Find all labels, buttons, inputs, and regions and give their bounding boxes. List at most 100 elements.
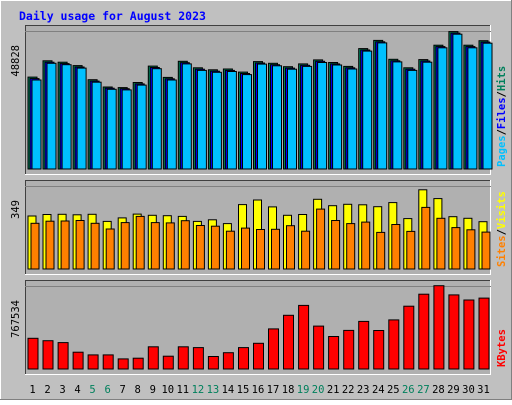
bar-pages-day-31: [482, 42, 493, 170]
bar-pages-day-15: [242, 74, 252, 170]
bar-pages-day-16: [257, 63, 267, 170]
bar-pages-day-23: [362, 50, 373, 170]
bar-sites-day-7: [120, 222, 130, 270]
bar-kbytes-day-22: [343, 329, 355, 370]
day-label-15: 15: [237, 384, 250, 396]
day-label-12: 12: [192, 384, 205, 396]
bar-sites-day-9: [150, 222, 160, 270]
bar-pages-day-19: [302, 65, 313, 170]
bar-pages-day-25: [392, 61, 403, 170]
legend-pages: Pages: [496, 135, 508, 167]
day-label-13: 13: [207, 384, 220, 396]
bar-sites-day-19: [301, 230, 311, 270]
bar-kbytes-day-2: [42, 340, 54, 370]
bar-kbytes-day-17: [268, 328, 279, 370]
bar-kbytes-day-8: [132, 357, 144, 370]
bar-kbytes-day-19: [298, 304, 310, 370]
day-label-3: 3: [59, 384, 65, 396]
bar-pages-day-8: [136, 84, 147, 170]
bar-kbytes-day-3: [57, 342, 69, 370]
day-label-30: 30: [462, 384, 475, 396]
bar-kbytes-day-18: [283, 314, 294, 370]
bar-kbytes-day-24: [373, 330, 385, 370]
bar-kbytes-day-12: [192, 347, 204, 370]
bar-sites-day-16: [256, 229, 265, 270]
bar-pages-day-5: [91, 81, 102, 170]
legend-visits: Visits: [496, 191, 508, 229]
bar-pages-day-26: [407, 69, 418, 170]
bar-pages-day-21: [332, 64, 343, 170]
bar-pages-day-13: [211, 71, 222, 170]
bar-pages-day-24: [377, 42, 388, 170]
max-value-label: 767534: [10, 300, 22, 338]
bar-sites-day-30: [466, 229, 476, 270]
series-legend: Pages/Files/Hits: [496, 66, 508, 167]
bar-kbytes-day-10: [162, 355, 174, 370]
bar-pages-day-3: [61, 64, 72, 170]
bar-kbytes-day-29: [448, 294, 460, 370]
bar-kbytes-day-6: [102, 354, 114, 370]
bar-pages-day-9: [151, 68, 162, 170]
bar-kbytes-day-14: [222, 352, 234, 370]
day-label-10: 10: [161, 384, 174, 396]
bar-sites-day-25: [391, 224, 401, 270]
legend-kbytes: KBytes: [496, 329, 508, 367]
chart-title: Daily usage for August 2023: [19, 9, 206, 23]
bar-pages-day-28: [437, 47, 448, 170]
max-value-label: 349: [10, 200, 22, 219]
bar-kbytes-day-28: [433, 285, 445, 370]
legend-separator: /: [496, 229, 508, 235]
legend-hits: Hits: [496, 66, 508, 91]
bar-kbytes-day-20: [313, 325, 325, 370]
bar-sites-day-6: [105, 228, 115, 270]
bar-sites-day-17: [271, 228, 280, 270]
bar-pages-day-12: [196, 69, 207, 170]
day-label-1: 1: [29, 384, 35, 396]
bar-kbytes-day-13: [207, 356, 219, 370]
bar-pages-day-18: [287, 68, 297, 170]
bar-kbytes-day-21: [328, 336, 340, 370]
bar-kbytes-day-9: [147, 346, 159, 370]
day-label-16: 16: [252, 384, 265, 396]
day-label-31: 31: [477, 384, 490, 396]
bar-kbytes-day-27: [418, 293, 430, 370]
bar-kbytes-day-25: [388, 319, 400, 370]
bar-sites-day-28: [436, 217, 446, 270]
day-label-25: 25: [387, 384, 400, 396]
bar-pages-day-27: [422, 61, 433, 170]
bar-pages-day-1: [31, 79, 42, 170]
day-label-22: 22: [342, 384, 355, 396]
bar-sites-day-12: [195, 225, 205, 270]
bar-sites-day-3: [60, 220, 70, 270]
panel-visits-sites: 349 Sites/Visits: [10, 180, 508, 275]
legend-sites: Sites: [496, 235, 508, 267]
day-label-19: 19: [297, 384, 310, 396]
day-label-14: 14: [222, 384, 235, 396]
bar-pages-day-10: [166, 79, 177, 170]
bar-kbytes-day-4: [72, 351, 84, 370]
day-label-29: 29: [447, 384, 460, 396]
bar-kbytes-day-16: [253, 342, 264, 370]
bar-sites-day-20: [316, 208, 326, 270]
bar-pages-day-4: [76, 67, 87, 170]
day-label-4: 4: [74, 384, 80, 396]
day-label-20: 20: [312, 384, 325, 396]
bar-kbytes-day-31: [478, 297, 490, 370]
bar-sites-day-2: [45, 220, 55, 270]
day-label-2: 2: [44, 384, 50, 396]
bar-pages-day-30: [467, 47, 478, 170]
bar-sites-day-15: [241, 227, 250, 270]
day-label-23: 23: [357, 384, 370, 396]
bar-kbytes-day-1: [27, 337, 39, 370]
bar-sites-day-14: [225, 230, 235, 270]
bar-kbytes-day-23: [358, 320, 370, 370]
bar-sites-day-13: [210, 225, 220, 270]
day-label-18: 18: [282, 384, 295, 396]
bar-sites-day-4: [75, 220, 85, 270]
day-label-24: 24: [372, 384, 385, 396]
bar-sites-day-24: [376, 231, 386, 270]
x-axis-day-labels: 1 2 3 4 5 6 7 8 9 10 11 12 13 14 15 16 17 18 19 20 21 22 23 24 2…: [29, 384, 489, 396]
bar-sites-day-29: [451, 227, 461, 270]
day-label-27: 27: [417, 384, 430, 396]
